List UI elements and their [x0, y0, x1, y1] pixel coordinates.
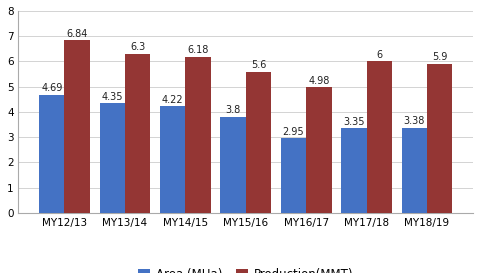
Bar [160, 106, 185, 213]
Legend: Area (MHa), Production(MMT): Area (MHa), Production(MMT) [133, 263, 358, 273]
Text: 6.3: 6.3 [130, 42, 145, 52]
Text: 6.84: 6.84 [66, 29, 88, 39]
Bar [64, 40, 90, 213]
Bar [281, 138, 306, 213]
Text: 5.9: 5.9 [432, 52, 447, 63]
Text: 3.8: 3.8 [226, 105, 240, 115]
Bar [185, 57, 211, 213]
Bar [402, 127, 427, 213]
Bar [39, 94, 64, 213]
Text: 6: 6 [376, 50, 383, 60]
Bar [306, 87, 332, 213]
Text: 4.98: 4.98 [308, 76, 330, 86]
Bar [367, 61, 392, 213]
Bar [99, 103, 125, 213]
Bar [125, 54, 150, 213]
Text: 6.18: 6.18 [187, 45, 209, 55]
Bar [427, 64, 452, 213]
Text: 2.95: 2.95 [283, 127, 304, 137]
Text: 3.35: 3.35 [343, 117, 365, 127]
Bar [246, 72, 271, 213]
Text: 5.6: 5.6 [251, 60, 266, 70]
Text: 4.35: 4.35 [101, 91, 123, 102]
Bar [220, 117, 246, 213]
Text: 3.38: 3.38 [404, 116, 425, 126]
Text: 4.22: 4.22 [162, 95, 183, 105]
Text: 4.69: 4.69 [41, 83, 62, 93]
Bar [341, 128, 367, 213]
